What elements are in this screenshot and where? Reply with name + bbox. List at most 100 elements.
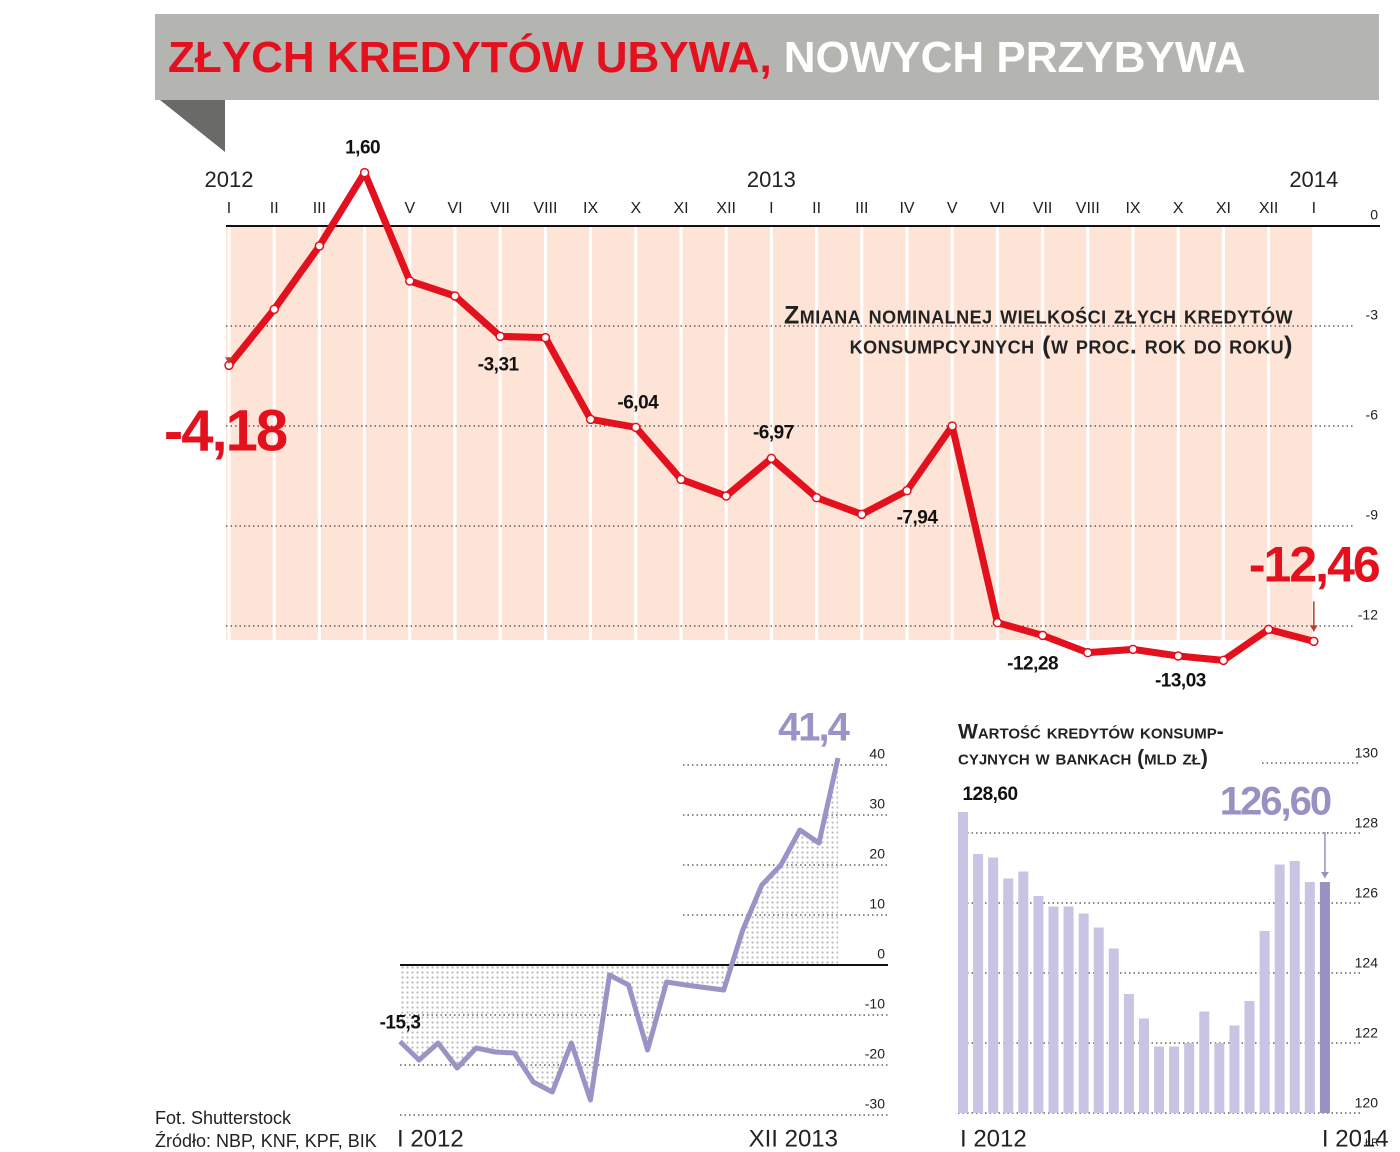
title-red: ZŁYCH KREDYTÓW UBYWA, NOWYCH PRZYBYWA (168, 32, 1246, 82)
data-point (857, 509, 867, 520)
data-point (269, 304, 279, 315)
x-tick-label: I (769, 200, 773, 217)
column-separator (363, 225, 367, 640)
bar (1244, 1001, 1255, 1113)
y-tick-label: -20 (865, 1046, 885, 1062)
value-label: 41,4 (778, 706, 851, 750)
y-tick-label: -30 (865, 1096, 885, 1112)
x-tick-label: IV (899, 200, 914, 217)
data-point (1128, 644, 1138, 655)
value-label: 1,60 (345, 138, 380, 159)
bar (1063, 906, 1074, 1113)
bar (1274, 864, 1285, 1113)
x-tick-label: II (812, 200, 821, 217)
x-tick-label: VII (1033, 200, 1053, 217)
bar (1048, 906, 1059, 1113)
source: Źródło: NBP, KNF, KPF, BIK (155, 1131, 377, 1151)
data-point (1083, 647, 1093, 658)
year-label: 2012 (205, 167, 254, 192)
column-separator (860, 225, 864, 640)
y-tick-label: 0 (1370, 207, 1378, 223)
x-tick-label: I 2012 (397, 1125, 464, 1152)
column-separator (408, 225, 412, 640)
bar (1199, 1011, 1210, 1113)
y-tick-label: 120 (1355, 1095, 1379, 1111)
x-tick-label: XI (1216, 200, 1231, 217)
value-label: -13,03 (1155, 670, 1206, 691)
column-separator (1041, 225, 1045, 640)
value-label: -12,46 (1249, 537, 1379, 593)
x-tick-label: V (404, 200, 415, 217)
bar (1078, 913, 1089, 1113)
x-tick-label: IX (1125, 200, 1140, 217)
bar (1289, 861, 1300, 1113)
chart-title: Wartość kredytów konsump- (958, 721, 1224, 744)
chart-annotation: Zmiana nominalnej wielkości złych kredyt… (784, 302, 1293, 330)
x-tick-label: IX (583, 200, 598, 217)
label-arrowhead (1309, 625, 1318, 632)
data-point (902, 485, 912, 496)
banner-tab (160, 100, 225, 152)
data-line (398, 757, 841, 1103)
bar (988, 857, 999, 1113)
column-separator (543, 225, 547, 640)
chart-annotation: konsumpcyjnych (w proc. rok do roku) (850, 332, 1293, 360)
column-separator (589, 225, 593, 640)
bar (1169, 1046, 1180, 1113)
bar (1259, 931, 1270, 1113)
title-white-text: NOWYCH PRZYBYWA (784, 33, 1246, 82)
column-separator (905, 225, 909, 640)
x-tick-label: I (227, 200, 231, 217)
bar (958, 812, 968, 1113)
y-tick-label: 0 (877, 946, 885, 962)
data-point (1173, 651, 1183, 661)
data-point (631, 422, 641, 433)
column-separator (995, 225, 999, 640)
bar (1123, 994, 1134, 1113)
column-separator (1221, 225, 1225, 640)
data-point (405, 276, 415, 286)
y-tick-label: -12 (1358, 607, 1378, 623)
column-separator (724, 225, 728, 640)
x-tick-label: XII (1259, 200, 1279, 217)
bar (1108, 948, 1119, 1113)
y-tick-label: 126 (1355, 885, 1379, 901)
column-separator (272, 225, 276, 640)
x-tick-label: X (630, 200, 641, 217)
data-point (540, 332, 551, 343)
data-point (314, 241, 325, 251)
charts: 2012 2013 2014 Zmiana nominalnej wielkości … (164, 138, 1389, 1152)
data-point (1263, 624, 1274, 635)
y-tick-label: 128 (1355, 815, 1379, 831)
data-point (992, 617, 1003, 628)
bar (973, 854, 984, 1113)
bar (1138, 1018, 1149, 1113)
title-red-text: ZŁYCH KREDYTÓW UBYWA, (168, 32, 772, 82)
value-label: -6,97 (753, 422, 794, 443)
x-tick-label: I (1312, 200, 1316, 217)
column-separator (679, 225, 683, 640)
column-separator (227, 225, 231, 640)
data-point (450, 291, 460, 301)
column-separator (1086, 225, 1090, 640)
column-separator (453, 225, 457, 640)
column-separator (634, 225, 638, 640)
data-point (359, 167, 370, 178)
x-tick-label: VI (447, 200, 462, 217)
photo-credit: Fot. Shutterstock (155, 1108, 292, 1128)
x-tick-label: VII (490, 200, 510, 217)
y-tick-label: 30 (869, 796, 885, 812)
data-point (676, 474, 686, 485)
bar (1003, 878, 1014, 1113)
bar (1184, 1043, 1195, 1113)
data-point (585, 414, 596, 425)
y-tick-label: 20 (869, 846, 885, 862)
y-tick-label: 130 (1355, 745, 1379, 761)
x-tick-label: VIII (533, 200, 557, 217)
year-label: 2014 (1289, 167, 1338, 192)
x-tick-label: I 2012 (960, 1125, 1027, 1152)
data-point (947, 421, 957, 431)
data-point (1218, 655, 1229, 666)
x-tick-label: XII 2013 (749, 1125, 838, 1152)
